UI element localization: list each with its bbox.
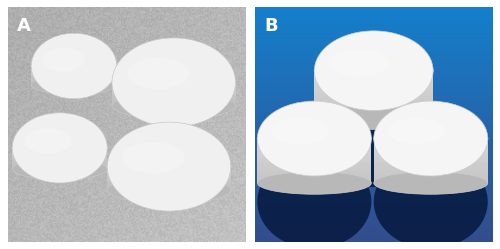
Polygon shape <box>12 161 108 162</box>
Polygon shape <box>314 101 433 103</box>
Polygon shape <box>12 148 108 169</box>
Polygon shape <box>112 100 236 101</box>
Polygon shape <box>32 81 117 82</box>
Polygon shape <box>374 176 488 179</box>
Ellipse shape <box>31 33 117 99</box>
Polygon shape <box>112 99 236 100</box>
Polygon shape <box>314 99 433 101</box>
Polygon shape <box>112 103 236 105</box>
Polygon shape <box>32 83 117 84</box>
Polygon shape <box>112 82 236 106</box>
Ellipse shape <box>12 113 107 183</box>
Polygon shape <box>108 181 231 182</box>
Polygon shape <box>108 183 231 184</box>
Polygon shape <box>32 79 117 80</box>
Polygon shape <box>258 176 372 179</box>
Ellipse shape <box>258 101 372 176</box>
Ellipse shape <box>112 92 236 119</box>
Polygon shape <box>314 115 433 118</box>
Polygon shape <box>258 174 372 176</box>
Ellipse shape <box>24 128 72 153</box>
Polygon shape <box>32 77 117 78</box>
Ellipse shape <box>122 142 184 173</box>
Polygon shape <box>112 105 236 106</box>
Polygon shape <box>314 113 433 115</box>
Polygon shape <box>314 71 433 118</box>
Ellipse shape <box>107 177 231 203</box>
Polygon shape <box>12 168 108 169</box>
Polygon shape <box>374 181 488 183</box>
Ellipse shape <box>388 118 445 144</box>
Ellipse shape <box>128 58 189 89</box>
Polygon shape <box>258 138 372 183</box>
Ellipse shape <box>314 88 433 187</box>
Text: B: B <box>264 17 278 35</box>
Polygon shape <box>32 66 117 85</box>
Polygon shape <box>32 84 117 85</box>
Ellipse shape <box>374 155 488 249</box>
Polygon shape <box>108 184 231 185</box>
Polygon shape <box>12 164 108 165</box>
Polygon shape <box>258 170 372 172</box>
Polygon shape <box>32 80 117 81</box>
Ellipse shape <box>258 155 372 249</box>
Polygon shape <box>112 102 236 103</box>
Polygon shape <box>258 172 372 174</box>
Polygon shape <box>12 165 108 166</box>
Polygon shape <box>12 167 108 168</box>
Polygon shape <box>314 106 433 108</box>
Ellipse shape <box>258 172 372 194</box>
Polygon shape <box>108 167 231 190</box>
Ellipse shape <box>112 38 236 127</box>
Polygon shape <box>314 103 433 106</box>
Polygon shape <box>314 108 433 111</box>
Polygon shape <box>112 101 236 102</box>
Polygon shape <box>258 165 372 167</box>
Polygon shape <box>374 167 488 170</box>
Polygon shape <box>374 170 488 172</box>
Polygon shape <box>12 163 108 164</box>
Polygon shape <box>314 111 433 113</box>
Ellipse shape <box>42 48 84 71</box>
Ellipse shape <box>314 106 433 129</box>
Ellipse shape <box>12 158 107 180</box>
Polygon shape <box>374 165 488 167</box>
Polygon shape <box>374 138 488 183</box>
Polygon shape <box>108 182 231 183</box>
Ellipse shape <box>314 31 433 111</box>
Ellipse shape <box>374 172 488 194</box>
Polygon shape <box>108 189 231 190</box>
Polygon shape <box>374 179 488 181</box>
Text: A: A <box>17 17 31 35</box>
Polygon shape <box>32 82 117 83</box>
Polygon shape <box>32 78 117 79</box>
Polygon shape <box>374 172 488 174</box>
Polygon shape <box>258 167 372 170</box>
Polygon shape <box>258 181 372 183</box>
Polygon shape <box>12 162 108 163</box>
Polygon shape <box>374 174 488 176</box>
Polygon shape <box>12 166 108 167</box>
Ellipse shape <box>272 118 328 144</box>
Polygon shape <box>108 187 231 188</box>
Ellipse shape <box>107 122 231 211</box>
Ellipse shape <box>374 101 488 176</box>
Polygon shape <box>108 185 231 187</box>
Polygon shape <box>112 96 236 98</box>
Polygon shape <box>112 98 236 99</box>
Ellipse shape <box>329 49 388 77</box>
Ellipse shape <box>31 75 117 95</box>
Polygon shape <box>108 188 231 189</box>
Polygon shape <box>258 179 372 181</box>
